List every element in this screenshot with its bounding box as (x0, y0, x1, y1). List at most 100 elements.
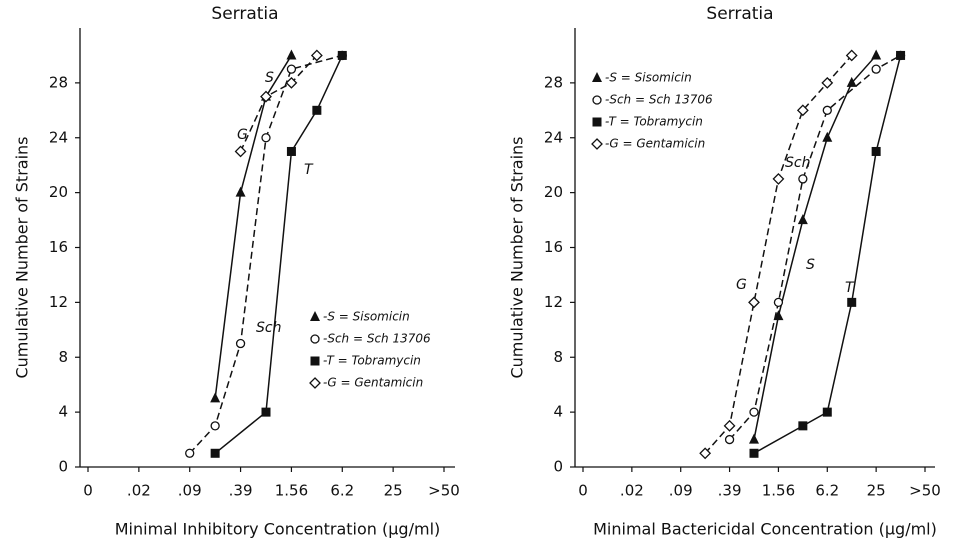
x-tick-label: 0 (578, 482, 588, 500)
marker (896, 50, 906, 60)
series-label: G (736, 277, 747, 293)
marker (748, 296, 760, 309)
chart-title: Serratia (706, 4, 773, 24)
marker (724, 434, 735, 445)
x-tick-label: 1.56 (762, 482, 795, 500)
x-tick-label: 6.2 (330, 482, 354, 500)
y-tick-label: 8 (553, 348, 563, 366)
marker (286, 49, 297, 60)
legend-marker (591, 138, 603, 150)
x-tick-label: .02 (620, 482, 644, 500)
x-tick-label: .39 (229, 482, 253, 500)
marker (261, 133, 271, 143)
marker (285, 76, 298, 89)
legend-entry: -G = Gentamicin (605, 137, 705, 151)
marker (871, 146, 881, 156)
y-tick-label: 20 (49, 183, 68, 201)
series-line (214, 55, 343, 454)
marker (699, 447, 712, 460)
x-tick-label: 0 (83, 482, 93, 500)
legend-marker (310, 311, 320, 321)
series-label: T (845, 280, 855, 296)
x-tick-label: .09 (669, 482, 693, 500)
marker (773, 310, 784, 321)
marker (210, 421, 220, 431)
legend-marker (310, 356, 320, 366)
legend-entry: -S = Sisomicin (323, 310, 410, 324)
y-tick-label: 20 (544, 183, 563, 201)
marker (235, 186, 246, 197)
x-axis-label: Minimal Inhibitory Concentration (μg/ml) (115, 520, 441, 539)
x-tick-label: .39 (718, 482, 742, 500)
marker (822, 105, 832, 115)
x-tick-label: 25 (867, 482, 886, 500)
y-tick-label: 16 (544, 238, 563, 256)
marker (797, 214, 808, 225)
x-tick-label: 6.2 (815, 482, 839, 500)
marker (310, 49, 323, 62)
marker (749, 433, 759, 444)
marker (845, 49, 858, 62)
marker (821, 76, 834, 89)
legend-marker (592, 95, 602, 105)
y-tick-label: 4 (58, 403, 68, 421)
series-label: S (806, 257, 815, 273)
marker (261, 407, 271, 417)
y-axis-label: Cumulative Number of Strains (508, 136, 527, 378)
series-line (753, 54, 877, 440)
x-tick-label: 1.56 (275, 482, 308, 500)
legend-marker (592, 117, 602, 127)
y-tick-label: 24 (544, 128, 563, 146)
legend-entry: -S = Sisomicin (605, 71, 692, 85)
y-tick-label: 24 (49, 128, 68, 146)
x-axis-label: Minimal Bactericidal Concentration (μg/m… (593, 520, 937, 539)
marker (772, 172, 785, 185)
legend-entry: -Sch = Sch 13706 (323, 332, 431, 346)
x-tick-label: >50 (428, 482, 460, 500)
y-tick-label: 12 (49, 293, 68, 311)
marker (749, 407, 759, 417)
y-tick-label: 28 (544, 73, 563, 91)
y-axis-label: Cumulative Number of Strains (13, 136, 32, 378)
y-tick-label: 12 (544, 293, 563, 311)
marker (871, 49, 882, 60)
y-tick-label: 0 (553, 458, 563, 476)
series-label: G (237, 127, 248, 143)
marker (337, 50, 347, 60)
marker (235, 338, 246, 349)
y-tick-label: 16 (49, 238, 68, 256)
marker (847, 297, 857, 307)
series-line (214, 55, 293, 399)
x-tick-label: 25 (384, 482, 403, 500)
marker (796, 104, 809, 117)
marker (723, 419, 736, 432)
y-tick-label: 28 (49, 73, 68, 91)
y-tick-label: 4 (553, 403, 563, 421)
marker (798, 174, 808, 184)
chart-title: Serratia (211, 4, 278, 24)
legend-entry: -T = Tobramycin (605, 115, 703, 129)
marker (210, 392, 221, 403)
marker (749, 448, 759, 458)
marker (312, 105, 322, 115)
marker (286, 64, 297, 74)
marker (846, 76, 857, 87)
legend-marker (309, 377, 321, 389)
marker (822, 407, 832, 417)
marker (185, 448, 195, 458)
legend-marker (310, 334, 320, 344)
series-label: S (265, 70, 274, 86)
series-label: T (304, 162, 314, 178)
legend-entry: -G = Gentamicin (323, 376, 423, 390)
series-line (729, 54, 901, 441)
series-label: Sch (256, 320, 281, 336)
legend-entry: -T = Tobramycin (323, 354, 421, 368)
marker (798, 421, 808, 431)
series-line (753, 55, 902, 454)
marker (210, 448, 220, 458)
series-label: Sch (785, 155, 810, 171)
x-tick-label: .02 (127, 482, 151, 500)
marker (260, 90, 272, 103)
y-tick-label: 8 (58, 348, 68, 366)
